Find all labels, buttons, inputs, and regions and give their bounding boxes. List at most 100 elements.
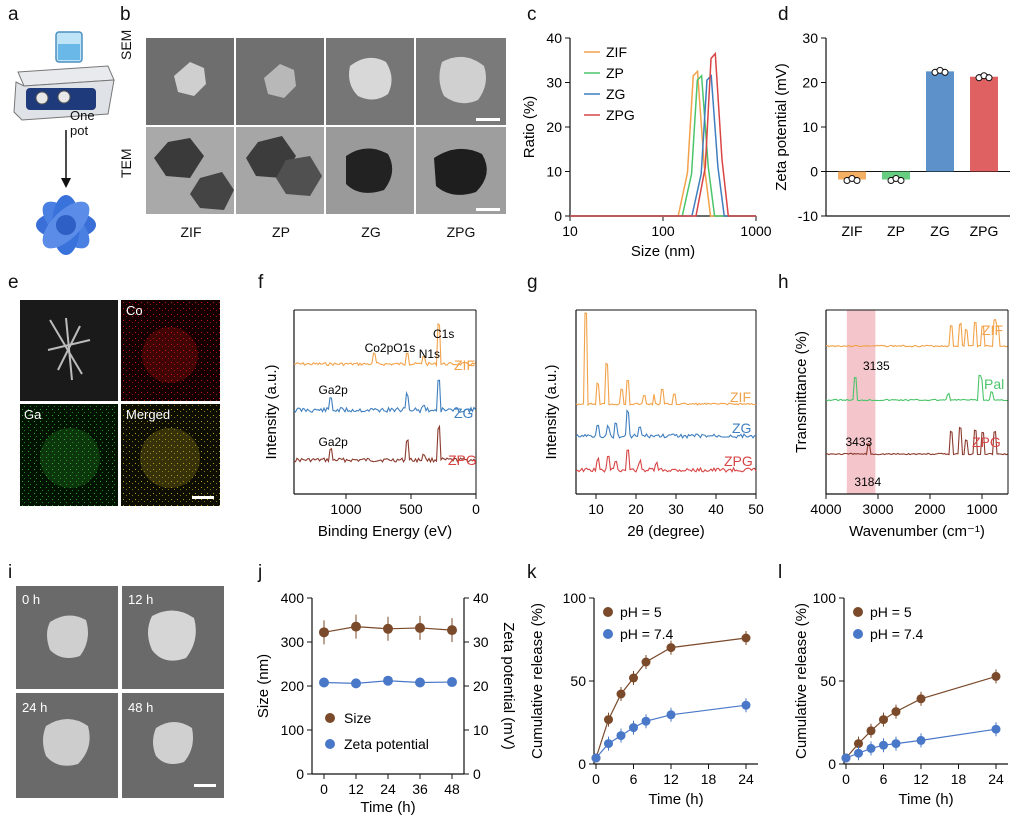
annotation: 3433: [845, 435, 872, 449]
series-line-zif: [575, 312, 757, 407]
row-label-tem: TEM: [118, 148, 134, 178]
sem-24h-image: [16, 693, 118, 798]
y-axis-label: Zeta potential (mV): [773, 63, 790, 191]
legend-label: ZG: [606, 86, 625, 102]
x-tick-label: ZIF: [842, 223, 863, 239]
x-axis-label: Size (nm): [631, 243, 695, 260]
panel-a-schematic: [13, 31, 115, 255]
highlight-band: [846, 310, 876, 494]
time-label-12h: 12 h: [128, 592, 154, 607]
y-tick-label: 30: [802, 30, 818, 46]
data-point: [641, 657, 651, 667]
y-tick-label: 50: [570, 673, 586, 689]
y-tick-label: 0: [810, 164, 818, 180]
y-axis-label: Cumulative release (%): [793, 603, 810, 759]
x-tick-label: 10: [562, 223, 578, 239]
data-point: [629, 723, 638, 733]
data-point: [916, 694, 926, 704]
legend-label: ZIF: [454, 357, 475, 373]
series-line-zpg: [825, 426, 1008, 456]
col-label-zp: ZP: [272, 224, 290, 240]
legend-label: pH = 7.4: [620, 626, 674, 642]
chart-h-ftir: 4000 3000 2000 1000 Wavenumber (cm⁻¹) Transmi…: [793, 309, 1009, 540]
y2-tick-label: 30: [473, 634, 489, 650]
x-tick-label: 20: [628, 501, 644, 517]
chart-k-release-ph: 0 50 100 0 6 12 18 24 Time (h) Cumulative release…: [529, 590, 758, 808]
x-tick-label: 0: [472, 501, 480, 517]
legend-marker: [853, 607, 863, 617]
sem-zpg-image: [416, 38, 506, 125]
eds-haadf-tile: [20, 300, 118, 401]
chart-f-xps: 1000 500 0 Binding Energy (eV) Intensity (a.…: [263, 309, 480, 540]
tem-zpg-image: [416, 127, 506, 214]
bar-zg: [926, 71, 954, 172]
knob-icon: [57, 90, 71, 104]
y-tick-label: 0: [828, 756, 836, 772]
col-label-zg: ZG: [361, 224, 381, 240]
series-line-zg: [293, 379, 476, 414]
x-tick-label: 50: [748, 501, 764, 517]
time-label-24h: 24 h: [22, 700, 48, 715]
data-point-zeta: [383, 675, 393, 686]
y-axis-label: Ratio (%): [521, 96, 538, 159]
data-point: [985, 74, 993, 82]
panel-label-e: e: [8, 272, 19, 293]
x-axis-label: Time (h): [648, 791, 703, 808]
annotation: 3135: [863, 359, 890, 373]
legend-label: ZG: [732, 420, 751, 436]
annotation: C1s: [433, 327, 454, 341]
annotation: N1s: [419, 347, 440, 361]
panel-label-d: d: [778, 4, 789, 25]
y2-axis-label: Zeta potential (mV): [500, 622, 517, 750]
x-tick-label: 12: [913, 771, 929, 787]
x-tick-label: 2000: [914, 501, 945, 517]
x-tick-label: 0: [842, 771, 850, 787]
panel-label-h: h: [778, 272, 789, 293]
series-line-zif: [825, 318, 1008, 348]
eds-label-merged: Merged: [126, 407, 171, 422]
legend-label: ZIF: [982, 322, 1003, 338]
y-axis-label: Intensity (a.u.): [263, 364, 280, 459]
series-line-zg: [575, 409, 757, 440]
series-line-zif: [293, 322, 476, 368]
data-point: [991, 671, 1001, 681]
eds-merged-tile: [121, 404, 220, 506]
panel-label-l: l: [778, 562, 783, 583]
data-point: [866, 726, 876, 736]
y-tick-label: 20: [802, 75, 818, 91]
x-tick-label: 1000: [740, 223, 771, 239]
tem-zp-image: [236, 127, 324, 214]
x-tick-label: 0: [320, 781, 328, 797]
data-point: [741, 633, 751, 643]
legend-marker: [325, 713, 335, 723]
tem-zif-image: [146, 127, 234, 214]
legend-label: Zeta potential: [344, 736, 429, 752]
y-tick-label: 10: [546, 164, 562, 180]
x-tick-label: 18: [701, 771, 717, 787]
panel-label-j: j: [258, 562, 263, 583]
legend-label: pH = 5: [870, 604, 912, 620]
eds-label-ga: Ga: [24, 407, 42, 422]
y-tick-label: 30: [546, 75, 562, 91]
data-point-zeta: [351, 678, 361, 689]
x-axis-label: Wavenumber (cm⁻¹): [849, 523, 985, 540]
data-point: [604, 739, 613, 749]
data-point: [591, 753, 601, 763]
x-tick-label: ZG: [930, 223, 949, 239]
series-line-zg: [570, 74, 756, 217]
one-pot-text-1: One: [70, 108, 95, 123]
eds-map-grid: [20, 300, 220, 506]
y-tick-label: 100: [813, 590, 837, 606]
x-tick-label: 500: [399, 501, 423, 517]
x-tick-label: 1000: [966, 501, 997, 517]
y-axis-label: Size (nm): [255, 654, 272, 718]
series-line-pal: [825, 374, 1008, 402]
legend-label: Pal: [984, 376, 1004, 392]
x-axis-label: 2θ (degree): [627, 523, 705, 540]
panel-label-k: k: [527, 562, 537, 583]
series-line-0: [595, 637, 747, 759]
sem-0h-image: [16, 586, 118, 689]
x-tick-label: 24: [988, 771, 1004, 787]
x-tick-label: 18: [951, 771, 967, 787]
